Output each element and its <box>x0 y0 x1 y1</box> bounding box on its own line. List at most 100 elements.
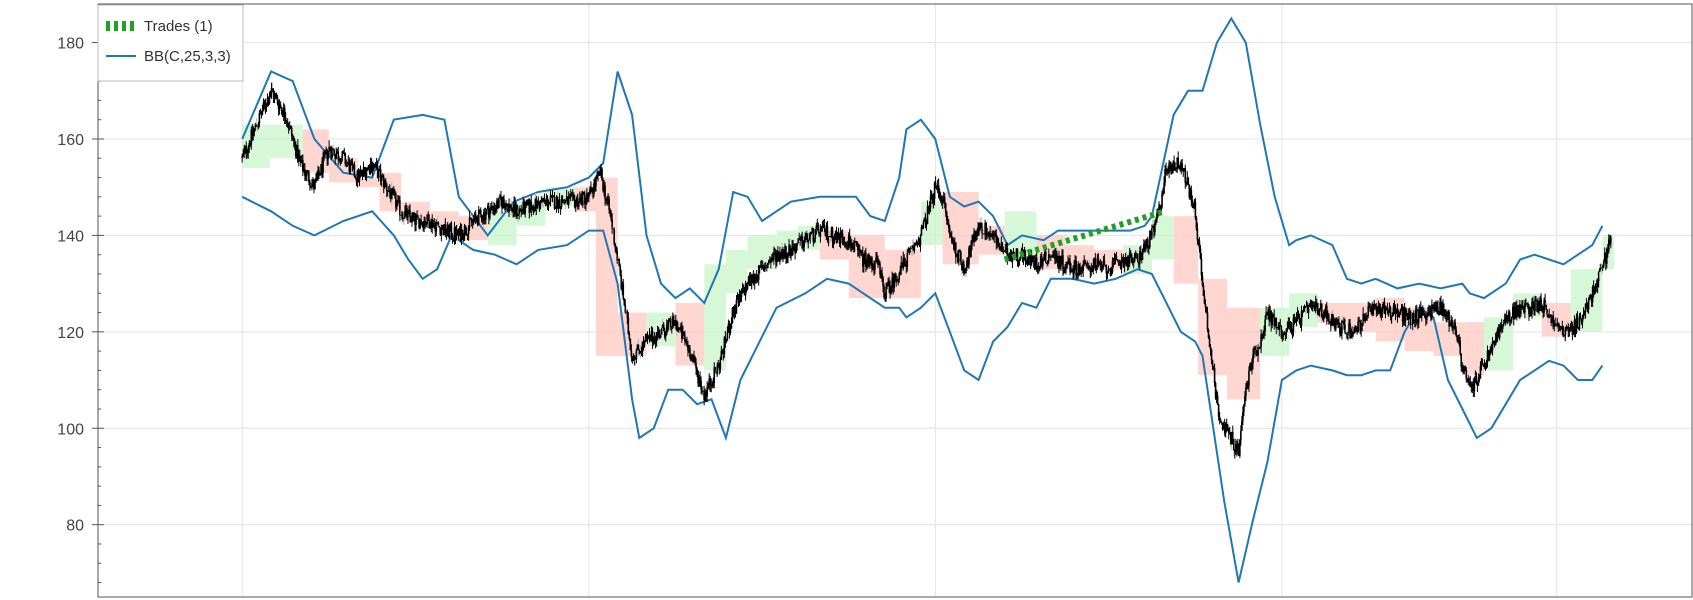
candle-body <box>880 273 882 275</box>
candle-body <box>577 201 580 207</box>
candle-body <box>844 244 847 245</box>
candle-body <box>690 357 692 362</box>
candle-body <box>803 240 806 247</box>
candle-body <box>711 384 714 387</box>
candle-body <box>1579 315 1582 319</box>
candle-body <box>487 206 489 210</box>
candle-body <box>1175 167 1177 170</box>
candle-body <box>532 205 535 213</box>
candle-body <box>687 345 689 351</box>
candle-body <box>896 280 898 282</box>
candle-body <box>1039 256 1042 268</box>
candle-body <box>828 235 831 238</box>
candle-body <box>496 200 498 209</box>
candle-body <box>888 281 890 287</box>
candle-body <box>271 88 274 92</box>
candle-body <box>1250 363 1252 370</box>
candle-body <box>609 209 611 213</box>
candle-body <box>1224 423 1227 434</box>
candle-body <box>1487 350 1490 357</box>
candle-body <box>1109 269 1112 276</box>
candle-body <box>636 344 639 351</box>
candle-body <box>300 160 302 164</box>
candle-body <box>1460 353 1463 367</box>
candle-body <box>259 113 262 115</box>
candle-body <box>1294 319 1297 322</box>
candle-body <box>1417 309 1420 323</box>
candle-body <box>457 233 460 236</box>
candle-body <box>503 199 505 204</box>
candle-body <box>1289 323 1292 327</box>
candle-body <box>257 123 260 127</box>
candle-body <box>1436 306 1438 311</box>
candle-body <box>404 210 406 218</box>
candle-body <box>1356 328 1358 333</box>
candle-body <box>1590 296 1593 303</box>
candle-body <box>477 210 480 225</box>
candle-body <box>266 98 269 107</box>
candle-body <box>868 254 870 261</box>
candle-body <box>241 155 243 159</box>
candle-body <box>652 336 655 343</box>
candle-body <box>1538 304 1540 311</box>
candle-body <box>1116 258 1119 262</box>
candle-body <box>475 217 478 221</box>
candle-body <box>656 332 659 335</box>
candle-body <box>1034 257 1037 269</box>
candle-body <box>1276 326 1279 329</box>
legend[interactable]: Trades (1) BB(C,25,3,3) <box>97 4 244 82</box>
candle-body <box>1239 439 1241 456</box>
candle-body <box>1581 318 1584 323</box>
candle-body <box>993 233 996 237</box>
candle-body <box>1465 369 1468 380</box>
candle-body <box>1260 334 1262 347</box>
candle-body <box>467 226 470 235</box>
candle-body <box>367 165 370 168</box>
candle-body <box>1367 306 1370 316</box>
candle-body <box>815 225 818 230</box>
candle-body <box>1394 310 1397 314</box>
candle-body <box>1412 313 1415 320</box>
candle-body <box>943 197 946 204</box>
candle-body <box>1377 307 1380 313</box>
candle-body <box>855 242 858 246</box>
candle-body <box>588 192 590 198</box>
candle-body <box>1480 363 1483 367</box>
candle-body <box>1284 333 1287 335</box>
candle-body <box>694 357 696 363</box>
candle-body <box>1500 325 1503 330</box>
candle-body <box>1277 326 1280 330</box>
candle-body <box>1067 261 1069 263</box>
candle-body <box>771 258 773 262</box>
candle-body <box>1331 313 1333 326</box>
candle-body <box>653 336 656 343</box>
candle-body <box>783 252 785 259</box>
candle-body <box>1485 362 1488 368</box>
candle-body <box>296 145 299 161</box>
candle-body <box>302 159 304 172</box>
candle-body <box>1194 201 1197 218</box>
candle-body <box>1270 311 1272 325</box>
candle-body <box>1135 253 1138 255</box>
candle-body <box>585 198 587 205</box>
candle-body <box>362 167 365 174</box>
candle-body <box>370 163 373 171</box>
candle-body <box>1490 346 1493 350</box>
candle-body <box>1134 253 1137 255</box>
candle-body <box>1503 319 1506 324</box>
candle-body <box>1044 251 1047 263</box>
candle-body <box>1267 310 1269 316</box>
candle-body <box>1501 325 1504 330</box>
candle-body <box>1115 257 1118 259</box>
candle-body <box>329 146 331 152</box>
candle-body <box>1571 326 1574 335</box>
candle-body <box>691 356 693 362</box>
candle-body <box>465 233 468 235</box>
candle-body <box>1243 404 1245 412</box>
candle-body <box>762 266 765 271</box>
candle-body <box>615 247 617 252</box>
candle-body <box>628 333 631 339</box>
candle-body <box>1084 260 1087 264</box>
candle-body <box>1548 314 1550 319</box>
candle-body <box>1268 310 1270 321</box>
